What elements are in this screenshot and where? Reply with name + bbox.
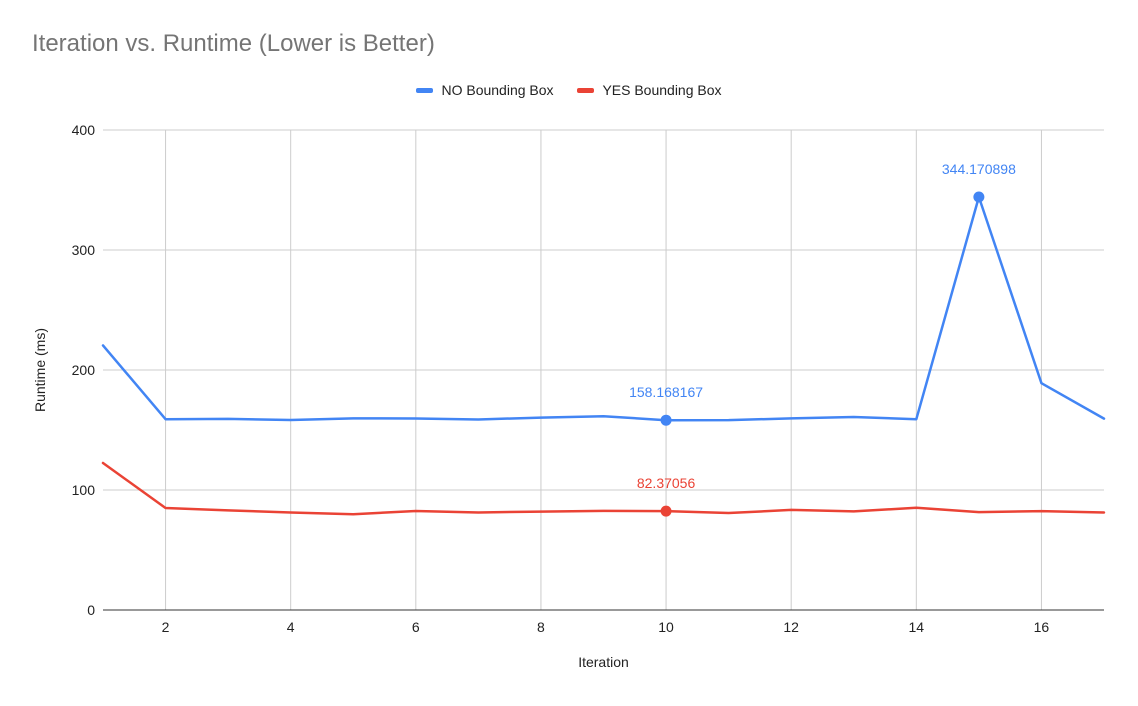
data-label: 344.170898 (942, 161, 1016, 177)
y-tick-label: 400 (72, 122, 96, 138)
x-tick-label: 2 (162, 619, 170, 635)
legend-label-no-bounding-box: NO Bounding Box (441, 82, 554, 98)
x-tick-label: 14 (909, 619, 925, 635)
x-tick-label: 8 (537, 619, 545, 635)
x-tick-label: 6 (412, 619, 420, 635)
data-label: 82.37056 (637, 475, 696, 491)
legend-swatch-yes-bounding-box (577, 87, 595, 93)
x-tick-label: 12 (783, 619, 799, 635)
legend-swatch-no-bounding-box (416, 87, 434, 93)
chart-title: Iteration vs. Runtime (Lower is Better) (32, 30, 435, 57)
y-axis-title: Runtime (ms) (32, 328, 48, 412)
series-line-0 (101, 195, 1106, 422)
legend-item-yes-bounding-box[interactable]: YES Bounding Box (577, 82, 722, 98)
y-tick-label: 0 (87, 602, 95, 618)
x-tick-label: 4 (287, 619, 295, 635)
legend-label-yes-bounding-box: YES Bounding Box (602, 82, 722, 98)
legend: NO Bounding Box YES Bounding Box (0, 82, 1138, 98)
y-tick-label: 100 (72, 482, 96, 498)
data-label: 158.168167 (629, 384, 703, 400)
series-line-1 (101, 461, 1106, 516)
data-point[interactable] (973, 191, 985, 203)
x-axis-title: Iteration (578, 654, 629, 670)
y-tick-label: 200 (72, 362, 96, 378)
x-tick-label: 16 (1034, 619, 1050, 635)
data-point[interactable] (660, 414, 672, 426)
y-tick-label: 300 (72, 242, 96, 258)
legend-item-no-bounding-box[interactable]: NO Bounding Box (416, 82, 554, 98)
data-point[interactable] (660, 505, 672, 517)
x-tick-label: 10 (658, 619, 674, 635)
